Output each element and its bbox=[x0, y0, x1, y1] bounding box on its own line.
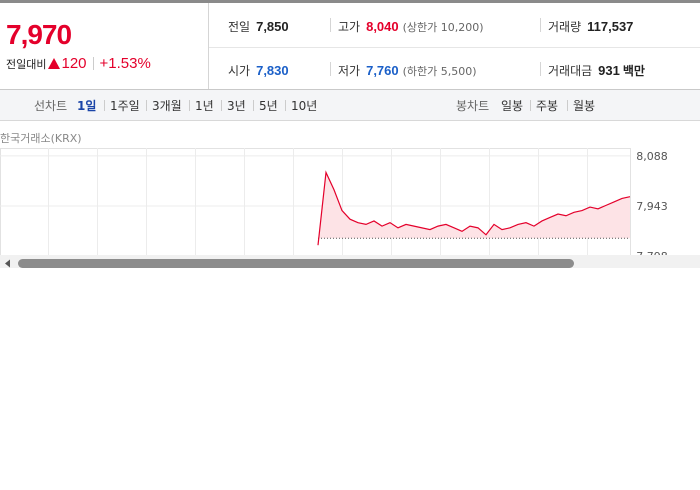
stat-label: 거래대금 bbox=[548, 64, 593, 78]
period-tab[interactable]: 5년 bbox=[259, 99, 278, 113]
price-box: 7,970 전일대비 120 +1.53% bbox=[0, 3, 209, 89]
change-value: 120 bbox=[61, 55, 87, 72]
chart-source: 한국거래소(KRX) bbox=[0, 132, 82, 145]
stat-label: 전일 bbox=[228, 20, 251, 34]
stat-value: 117,537 bbox=[587, 19, 634, 34]
separator bbox=[92, 57, 94, 70]
period-tab[interactable]: 1주일 bbox=[110, 99, 140, 113]
candle-tab[interactable]: 월봉 bbox=[573, 99, 596, 113]
stat-label: 거래량 bbox=[548, 20, 582, 34]
period-tab[interactable]: 3년 bbox=[227, 99, 246, 113]
candle-tab[interactable]: 주봉 bbox=[536, 99, 559, 113]
stat: 거래대금 931 백만 bbox=[548, 62, 645, 79]
y-tick-label: 8,088 bbox=[636, 150, 668, 163]
divider bbox=[285, 100, 286, 111]
price-line bbox=[317, 170, 631, 246]
stat-label: 저가 bbox=[338, 64, 361, 78]
divider bbox=[540, 62, 541, 76]
chart-toolbar: 선차트 1일 1주일 3개월 1년 3년 5년 10년 봉차트 일봉 주봉 월봉 bbox=[0, 90, 700, 121]
divider bbox=[253, 100, 254, 111]
stat: 전일 7,850 bbox=[228, 18, 289, 35]
chart-area: 8,088 7,943 7,798 bbox=[0, 148, 700, 255]
plot-frame bbox=[0, 148, 631, 255]
candle-tab[interactable]: 일봉 bbox=[501, 99, 524, 113]
divider bbox=[330, 62, 331, 76]
stat: 시가 7,830 bbox=[228, 62, 289, 79]
stat-unit: 백만 bbox=[622, 64, 645, 78]
quote-summary: 7,970 전일대비 120 +1.53% 전일 7,850 고가 8,040 (상한가 1… bbox=[0, 0, 700, 90]
change-label: 전일대비 bbox=[6, 58, 47, 71]
up-arrow bbox=[48, 58, 61, 69]
period-tab[interactable]: 10년 bbox=[291, 99, 318, 113]
stat-value: 7,830 bbox=[256, 63, 289, 78]
scroll-thumb[interactable] bbox=[18, 259, 574, 268]
toolbar-label: 봉차트 bbox=[456, 99, 490, 113]
row-divider bbox=[209, 47, 700, 48]
stat-label: 고가 bbox=[338, 20, 361, 34]
scrollbar[interactable] bbox=[0, 255, 700, 268]
price: 7,970 bbox=[6, 19, 72, 50]
stat-value: 8,040 bbox=[366, 19, 399, 34]
stat-note: (상한가 10,200) bbox=[402, 21, 484, 34]
change: 전일대비 120 +1.53% bbox=[6, 55, 151, 72]
divider bbox=[146, 100, 147, 111]
stat: 거래량 117,537 bbox=[548, 18, 633, 35]
divider bbox=[221, 100, 222, 111]
stat-value: 7,850 bbox=[256, 19, 289, 34]
y-tick-label: 7,798 bbox=[636, 250, 668, 255]
stat: 저가 7,760 (하한가 5,500) bbox=[338, 62, 477, 79]
toolbar-label: 선차트 bbox=[34, 99, 68, 113]
period-tab[interactable]: 3개월 bbox=[152, 99, 182, 113]
divider bbox=[530, 100, 531, 111]
stat-label: 시가 bbox=[228, 64, 251, 78]
stat: 고가 8,040 (상한가 10,200) bbox=[338, 18, 484, 35]
period-tab[interactable]: 1년 bbox=[195, 99, 214, 113]
y-tick-label: 7,943 bbox=[636, 200, 668, 213]
change-rate: +1.53% bbox=[99, 55, 151, 72]
stat-note: (하한가 5,500) bbox=[402, 65, 477, 78]
scroll-left-arrow[interactable] bbox=[5, 259, 10, 268]
divider bbox=[104, 100, 105, 111]
area bbox=[318, 172, 630, 246]
divider bbox=[189, 100, 190, 111]
divider bbox=[540, 18, 541, 32]
chart: 8,088 7,943 7,798 bbox=[0, 148, 668, 255]
divider bbox=[330, 18, 331, 32]
scrollbar-graphic bbox=[5, 259, 574, 268]
stat-value: 7,760 bbox=[366, 63, 399, 78]
divider bbox=[567, 100, 568, 111]
period-tab[interactable]: 1일 bbox=[77, 99, 97, 113]
stat-value: 931 bbox=[598, 63, 620, 78]
